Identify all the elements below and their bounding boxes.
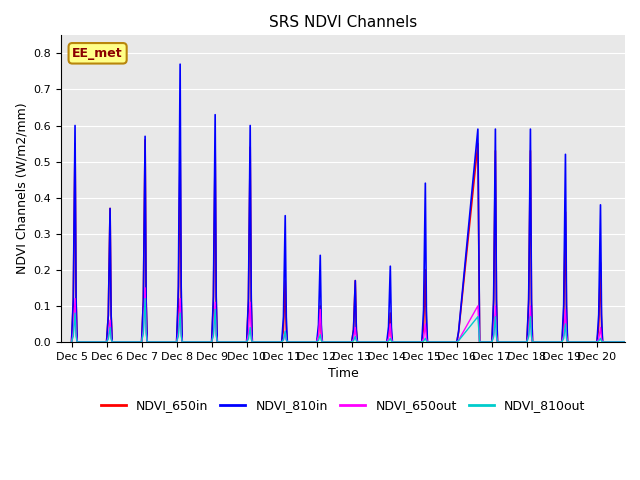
Text: EE_met: EE_met xyxy=(72,47,123,60)
Line: NDVI_650out: NDVI_650out xyxy=(72,288,632,342)
NDVI_650in xyxy=(104,312,112,318)
NDVI_650in xyxy=(72,300,80,305)
NDVI_810out xyxy=(104,336,112,342)
Legend: NDVI_650in, NDVI_810in, NDVI_650out, NDVI_810out: NDVI_650in, NDVI_810in, NDVI_650out, NDV… xyxy=(95,394,591,417)
NDVI_650out xyxy=(349,336,357,342)
Line: NDVI_810out: NDVI_810out xyxy=(72,299,632,342)
NDVI_650out xyxy=(72,330,80,336)
NDVI_810in xyxy=(493,297,500,302)
NDVI_810out xyxy=(141,296,149,301)
NDVI_810out xyxy=(211,307,219,312)
NDVI_810in xyxy=(176,61,184,67)
NDVI_810in xyxy=(72,296,80,301)
NDVI_810out xyxy=(628,339,636,345)
NDVI_810in xyxy=(68,339,76,345)
NDVI_650in xyxy=(628,339,636,345)
Title: SRS NDVI Channels: SRS NDVI Channels xyxy=(269,15,417,30)
Y-axis label: NDVI Channels (W/m2/mm): NDVI Channels (W/m2/mm) xyxy=(15,103,28,275)
NDVI_650in xyxy=(493,301,500,307)
NDVI_650out xyxy=(493,332,500,337)
X-axis label: Time: Time xyxy=(328,367,358,380)
NDVI_650in xyxy=(68,339,76,345)
NDVI_650in xyxy=(211,144,219,150)
NDVI_650out xyxy=(141,285,149,291)
NDVI_810out xyxy=(72,333,80,339)
NDVI_650out xyxy=(387,321,394,327)
NDVI_810out xyxy=(387,336,394,341)
NDVI_650out xyxy=(68,339,76,345)
NDVI_650out xyxy=(104,335,112,340)
NDVI_810in xyxy=(211,112,219,118)
NDVI_810out xyxy=(68,339,76,345)
Line: NDVI_810in: NDVI_810in xyxy=(72,64,632,342)
Line: NDVI_650in: NDVI_650in xyxy=(72,140,632,342)
NDVI_810in xyxy=(387,264,394,269)
NDVI_650in xyxy=(141,137,149,143)
NDVI_650out xyxy=(211,300,219,305)
NDVI_810in xyxy=(628,339,636,345)
NDVI_810out xyxy=(349,338,357,344)
NDVI_810out xyxy=(493,334,500,340)
NDVI_810in xyxy=(104,312,112,318)
NDVI_650in xyxy=(349,327,357,333)
NDVI_650out xyxy=(628,339,636,345)
NDVI_650in xyxy=(387,310,394,316)
NDVI_810in xyxy=(349,327,357,333)
